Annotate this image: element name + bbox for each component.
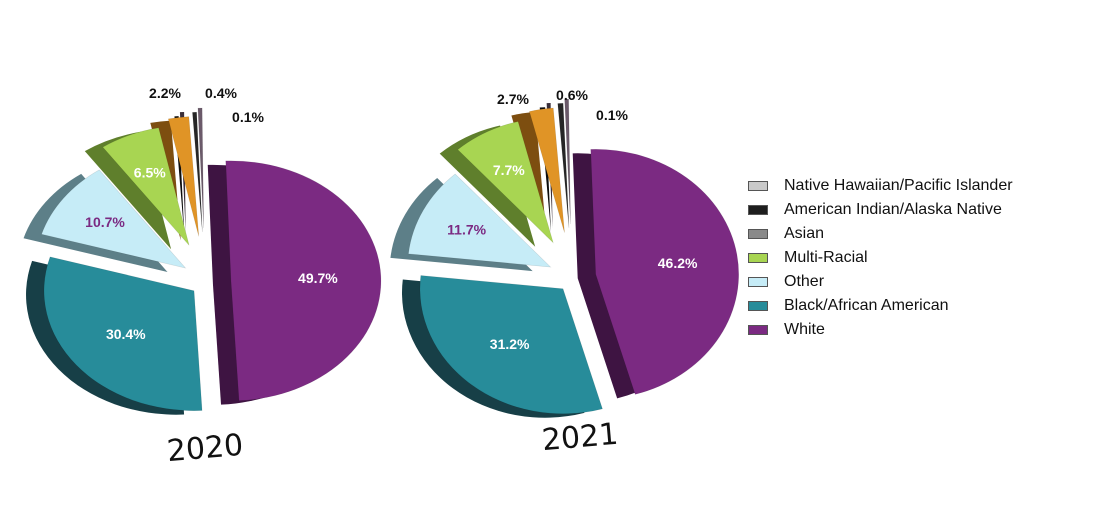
legend-item: Black/African American: [748, 294, 1013, 318]
slice-white: [590, 149, 739, 395]
year-label-2020: 2020: [165, 428, 244, 470]
slice-multi-racial: [457, 121, 554, 244]
data-label-american-indian-alaska-native: 0.4%: [205, 85, 237, 101]
data-label-multi-racial: 6.5%: [134, 165, 166, 181]
data-label-asian: 2.7%: [497, 91, 529, 107]
legend-item: Other: [748, 270, 1013, 294]
legend-item: American Indian/Alaska Native: [748, 198, 1013, 222]
legend-item: Native Hawaiian/Pacific Islander: [748, 174, 1013, 198]
slice-other: [41, 169, 187, 269]
slice-side-multi-racial: [439, 125, 536, 247]
slice-asian: [529, 107, 565, 233]
legend-label: Native Hawaiian/Pacific Islander: [784, 177, 1013, 194]
slice-other: [408, 173, 552, 268]
slice-side-multi-racial: [84, 131, 172, 250]
data-label-native-hawaiian-pacific-islander: 0.1%: [596, 107, 628, 123]
data-label-multi-racial: 7.7%: [493, 162, 525, 178]
legend-swatch: [748, 301, 768, 311]
legend: Native Hawaiian/Pacific Islander America…: [748, 174, 1013, 342]
legend-swatch: [748, 181, 768, 191]
slice-native-hawaiian-pacific-islander: [197, 107, 204, 229]
slice-multi-racial: [102, 127, 190, 246]
legend-swatch: [748, 205, 768, 215]
slice-asian: [167, 116, 200, 237]
data-label-white: 46.2%: [658, 255, 698, 271]
slice-native-hawaiian-pacific-islander: [564, 98, 571, 225]
data-label-other: 11.7%: [447, 221, 486, 237]
data-label-white: 49.7%: [298, 270, 338, 286]
legend-item: White: [748, 318, 1013, 342]
legend-label: American Indian/Alaska Native: [784, 201, 1002, 218]
slice-american-indian-alaska-native: [557, 102, 570, 229]
legend-item: Asian: [748, 222, 1013, 246]
data-label-black-african-american: 30.4%: [106, 326, 146, 342]
legend-swatch: [748, 325, 768, 335]
data-label-other: 10.7%: [85, 214, 125, 230]
pie-2020: 49.7% 30.4% 10.7% 6.5% 2.2% 0.4% 0.1%: [23, 85, 382, 415]
slice-black-african-american: [43, 256, 203, 411]
slice-american-indian-alaska-native: [192, 111, 203, 233]
legend-item: Multi-Racial: [748, 246, 1013, 270]
legend-label: Black/African American: [784, 297, 949, 314]
pie-2021: 46.2% 31.2% 11.7% 7.7% 2.7% 0.6% 0.1%: [390, 87, 739, 418]
legend-swatch: [748, 229, 768, 239]
data-label-asian: 2.2%: [149, 85, 181, 101]
legend-label: Asian: [784, 225, 825, 242]
slice-black-african-american: [419, 275, 603, 415]
data-label-native-hawaiian-pacific-islander: 0.1%: [232, 109, 264, 125]
slice-white: [225, 160, 382, 401]
legend-label: Multi-Racial: [784, 249, 868, 266]
legend-label: White: [784, 321, 825, 338]
year-label-2021: 2021: [540, 417, 619, 459]
data-label-american-indian-alaska-native: 0.6%: [556, 87, 588, 103]
data-label-black-african-american: 31.2%: [490, 336, 530, 352]
legend-swatch: [748, 253, 768, 263]
legend-label: Other: [784, 273, 825, 290]
legend-swatch: [748, 277, 768, 287]
